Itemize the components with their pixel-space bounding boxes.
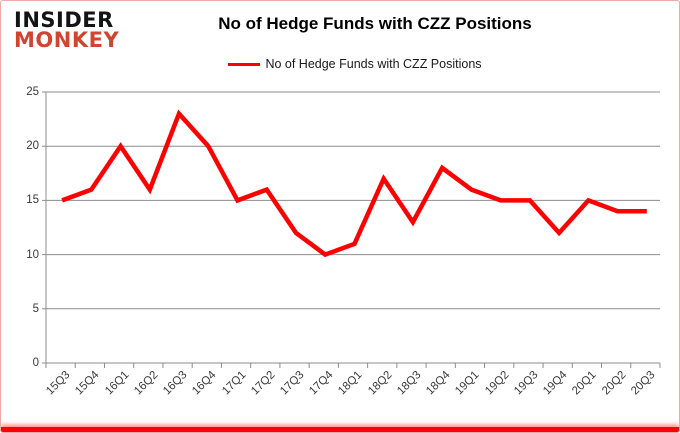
data-series-line [61,109,647,258]
logo-line-monkey: MONKEY [14,28,120,52]
chart-title: No of Hedge Funds with CZZ Positions [218,14,532,33]
y-axis-tick-label: 10 [26,248,39,261]
legend-line-swatch [228,62,261,66]
legend: No of Hedge Funds with CZZ Positions [31,57,679,71]
y-axis-tick-label: 20 [26,140,39,153]
logo-line-insider: INSIDER [14,8,114,32]
legend-label: No of Hedge Funds with CZZ Positions [265,57,482,71]
insider-monkey-logo: INSIDER MONKEY [14,8,120,52]
y-axis-tick-label: 25 [26,86,39,98]
y-axis-tick-label: 0 [32,357,39,369]
y-axis-tick-label: 15 [26,194,39,207]
y-axis-tick-label: 5 [32,302,39,315]
bottom-red-bar [1,427,679,432]
